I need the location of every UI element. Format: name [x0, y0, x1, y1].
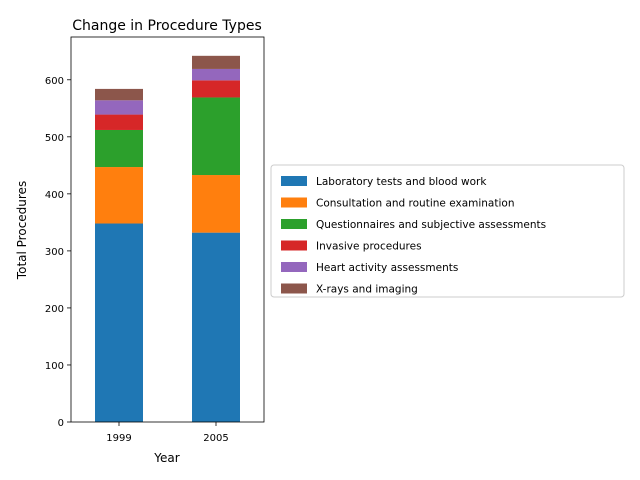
- bar-1999-series-1: [95, 167, 143, 224]
- legend-swatch: [281, 262, 307, 272]
- bar-2005-series-0: [192, 232, 240, 422]
- y-axis: 0 100 200 300 400 500 600: [45, 76, 71, 429]
- legend-entry-label: Questionnaires and subjective assessment…: [316, 219, 546, 231]
- bar-1999-series-4: [95, 100, 143, 115]
- legend-swatch: [281, 197, 307, 208]
- legend-swatch: [281, 240, 307, 251]
- bar-2005-series-2: [192, 97, 240, 176]
- y-tick-label: 0: [58, 418, 64, 429]
- plot-frame: [70, 36, 265, 423]
- legend-entry-label: Consultation and routine examination: [316, 198, 514, 210]
- bar-2005-series-5: [192, 55, 240, 69]
- legend-frame: [270, 164, 625, 298]
- chart-title: Change in Procedure Types: [72, 18, 262, 34]
- bar-2005-series-4: [192, 68, 240, 81]
- legend-entry-label: X-rays and imaging: [316, 284, 418, 296]
- legend-swatch: [281, 176, 307, 186]
- bar-2005-series-3: [192, 80, 240, 98]
- bar-1999-series-0: [95, 223, 143, 422]
- y-tick-label: 200: [45, 304, 64, 315]
- y-tick-label: 300: [45, 247, 64, 258]
- y-tick-label: 600: [45, 76, 64, 87]
- legend-swatch: [281, 219, 307, 229]
- legend-entry-label: Invasive procedures: [316, 241, 422, 253]
- bar-2005-series-1: [192, 175, 240, 233]
- legend-entry-label: Heart activity assessments: [316, 262, 458, 274]
- bar-1999-series-2: [95, 129, 143, 168]
- bar-1999-series-5: [95, 88, 143, 101]
- legend: Laboratory tests and blood work Consultat…: [270, 164, 625, 298]
- bars-group: [95, 55, 240, 422]
- x-axis: 1999 2005: [106, 422, 229, 444]
- x-tick-label: 2005: [203, 433, 228, 444]
- y-tick-label: 100: [45, 361, 64, 372]
- x-axis-label: Year: [153, 451, 179, 465]
- bar-1999-series-3: [95, 114, 143, 130]
- y-tick-label: 500: [45, 133, 64, 144]
- legend-swatch: [281, 283, 307, 294]
- x-tick-label: 1999: [106, 433, 131, 444]
- y-tick-label: 400: [45, 190, 64, 201]
- legend-entry-label: Laboratory tests and blood work: [316, 176, 487, 188]
- y-axis-label: Total Procedures: [15, 181, 29, 280]
